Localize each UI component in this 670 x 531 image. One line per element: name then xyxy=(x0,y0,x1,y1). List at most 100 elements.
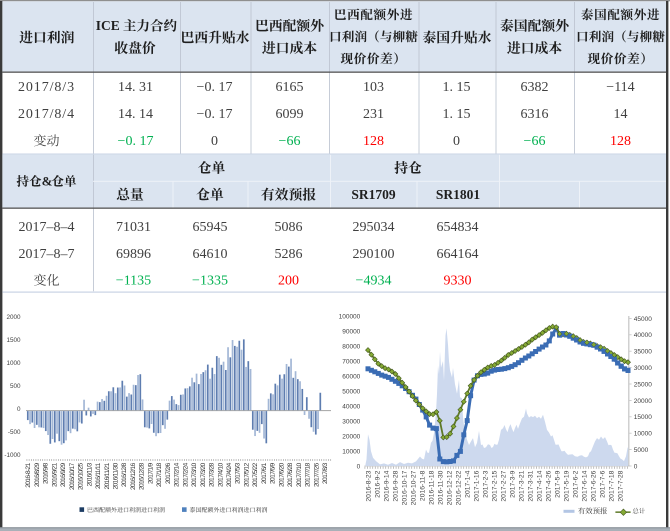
svg-text:2017-5-19: 2017-5-19 xyxy=(563,470,570,501)
svg-text:2017/7/10: 2017/7/10 xyxy=(296,463,303,487)
svg-text:231: 231 xyxy=(363,107,384,122)
svg-text:2016/11/11: 2016/11/11 xyxy=(95,463,102,489)
svg-text:90000: 90000 xyxy=(342,328,360,335)
svg-text:2017-7-18: 2017-7-18 xyxy=(608,470,615,501)
svg-text:2017-3-31: 2017-3-31 xyxy=(527,470,534,501)
svg-text:2017/6/9: 2017/6/9 xyxy=(270,463,277,484)
svg-text:2016/12/8: 2016/12/8 xyxy=(121,463,128,487)
svg-text:70000: 70000 xyxy=(342,358,360,365)
svg-text:2016-11-8: 2016-11-8 xyxy=(419,470,426,501)
svg-text:2017-3-21: 2017-3-21 xyxy=(518,470,525,501)
svg-text:−114: −114 xyxy=(606,80,634,95)
svg-text:500: 500 xyxy=(10,383,21,390)
svg-text:−66: −66 xyxy=(524,134,546,149)
svg-text:1000: 1000 xyxy=(6,360,21,367)
svg-text:2016/8/29: 2016/8/29 xyxy=(34,463,41,487)
svg-text:2017-1-16: 2017-1-16 xyxy=(473,470,480,501)
svg-text:45000: 45000 xyxy=(634,316,652,323)
svg-text:2016/11/21: 2016/11/21 xyxy=(104,463,111,490)
svg-text:2016-10-17: 2016-10-17 xyxy=(401,470,408,505)
svg-text:2017/4/24: 2017/4/24 xyxy=(226,463,233,487)
svg-text:35000: 35000 xyxy=(634,349,652,356)
svg-text:2017-6-14: 2017-6-14 xyxy=(581,470,588,501)
svg-text:2017/2/24: 2017/2/24 xyxy=(182,463,189,487)
svg-text:2017/2/14: 2017/2/14 xyxy=(174,463,181,487)
svg-text:2017/7/18: 2017/7/18 xyxy=(305,463,312,487)
svg-text:80000: 80000 xyxy=(342,343,360,350)
svg-text:2017/3/20: 2017/3/20 xyxy=(200,463,207,487)
svg-text:20000: 20000 xyxy=(342,433,360,440)
svg-text:2016/9/29: 2016/9/29 xyxy=(60,463,67,487)
svg-text:2017/6/1: 2017/6/1 xyxy=(261,463,268,484)
svg-text:2017/1/9: 2017/1/9 xyxy=(147,463,154,484)
svg-text:−0. 17: −0. 17 xyxy=(197,80,233,95)
svg-text:10000: 10000 xyxy=(634,431,652,438)
svg-text:5286: 5286 xyxy=(275,247,303,262)
svg-text:2016/12/16: 2016/12/16 xyxy=(130,463,137,490)
svg-text:2017/6/20: 2017/6/20 xyxy=(278,463,285,487)
svg-text:2017/4/10: 2017/4/10 xyxy=(217,463,224,487)
svg-text:0: 0 xyxy=(211,134,218,149)
svg-text:30000: 30000 xyxy=(634,365,652,372)
svg-text:2017/8/4: 2017/8/4 xyxy=(18,107,75,122)
svg-text:2017–8–4: 2017–8–4 xyxy=(19,220,75,235)
svg-text:654834: 654834 xyxy=(437,220,479,235)
svg-text:9330: 9330 xyxy=(444,274,472,289)
svg-text:−1135: −1135 xyxy=(116,274,151,289)
svg-text:−66: −66 xyxy=(279,134,301,149)
svg-text:2016-8-21: 2016-8-21 xyxy=(25,463,32,488)
svg-text:2016-12-12: 2016-12-12 xyxy=(446,470,453,505)
svg-text:−0. 17: −0. 17 xyxy=(118,134,154,149)
svg-text:2017-2-3: 2017-2-3 xyxy=(482,470,489,497)
svg-text:2017/5/22: 2017/5/22 xyxy=(252,463,259,487)
svg-text:2017-7-28: 2017-7-28 xyxy=(617,470,624,501)
svg-text:65945: 65945 xyxy=(193,220,228,235)
svg-text:2016/11/30: 2016/11/30 xyxy=(113,463,120,490)
svg-text:14. 14: 14. 14 xyxy=(118,107,153,122)
svg-text:1. 15: 1. 15 xyxy=(443,80,471,95)
svg-text:15000: 15000 xyxy=(634,414,652,421)
svg-text:2017-2-27: 2017-2-27 xyxy=(500,470,507,501)
svg-text:5000: 5000 xyxy=(634,447,649,454)
svg-text:103: 103 xyxy=(363,80,384,95)
svg-text:0: 0 xyxy=(634,463,638,470)
svg-text:2016-11-18: 2016-11-18 xyxy=(428,470,435,504)
svg-text:SR1709: SR1709 xyxy=(351,187,396,202)
svg-text:6099: 6099 xyxy=(276,107,304,122)
svg-text:2016-11-30: 2016-11-30 xyxy=(437,470,444,504)
svg-text:14: 14 xyxy=(614,107,628,122)
svg-text:200: 200 xyxy=(278,274,299,289)
svg-text:50000: 50000 xyxy=(342,388,360,395)
svg-text:2016/9/8: 2016/9/8 xyxy=(43,463,50,484)
svg-text:40000: 40000 xyxy=(634,332,652,339)
svg-text:128: 128 xyxy=(363,134,384,149)
svg-text:6382: 6382 xyxy=(521,80,549,95)
svg-text:2017-4-14: 2017-4-14 xyxy=(536,470,543,501)
svg-text:ICE: ICE xyxy=(96,18,120,33)
svg-text:2016/11/3: 2016/11/3 xyxy=(86,463,93,487)
svg-text:1500: 1500 xyxy=(6,337,21,344)
svg-text:2017/6/28: 2017/6/28 xyxy=(287,463,294,487)
svg-text:100000: 100000 xyxy=(339,313,361,320)
svg-text:60000: 60000 xyxy=(342,373,360,380)
svg-text:0: 0 xyxy=(357,463,361,470)
svg-text:2017-2-15: 2017-2-15 xyxy=(491,470,498,501)
svg-text:2016-10-27: 2016-10-27 xyxy=(410,470,417,505)
svg-text:2017/8/3: 2017/8/3 xyxy=(18,80,75,95)
svg-text:10000: 10000 xyxy=(342,448,360,455)
svg-text:2017/5/12: 2017/5/12 xyxy=(243,463,250,487)
svg-text:2016/9/21: 2016/9/21 xyxy=(51,463,58,487)
svg-text:2016-9-2: 2016-9-2 xyxy=(374,470,381,497)
svg-text:2017/7/26: 2017/7/26 xyxy=(313,463,320,487)
svg-text:6316: 6316 xyxy=(521,107,549,122)
svg-text:2016/12/28: 2016/12/28 xyxy=(139,463,146,490)
svg-text:2016-12-22: 2016-12-22 xyxy=(455,470,462,505)
svg-text:1. 15: 1. 15 xyxy=(443,107,471,122)
svg-text:2016-8-23: 2016-8-23 xyxy=(365,470,372,501)
svg-text:2016-9-14: 2016-9-14 xyxy=(383,470,390,501)
svg-text:2017-5-9: 2017-5-9 xyxy=(554,470,561,497)
svg-text:2016/10/17: 2016/10/17 xyxy=(69,463,76,490)
svg-text:2017/5/3: 2017/5/3 xyxy=(235,463,242,484)
svg-text:2017-1-4: 2017-1-4 xyxy=(464,470,471,497)
svg-text:40000: 40000 xyxy=(342,403,360,410)
